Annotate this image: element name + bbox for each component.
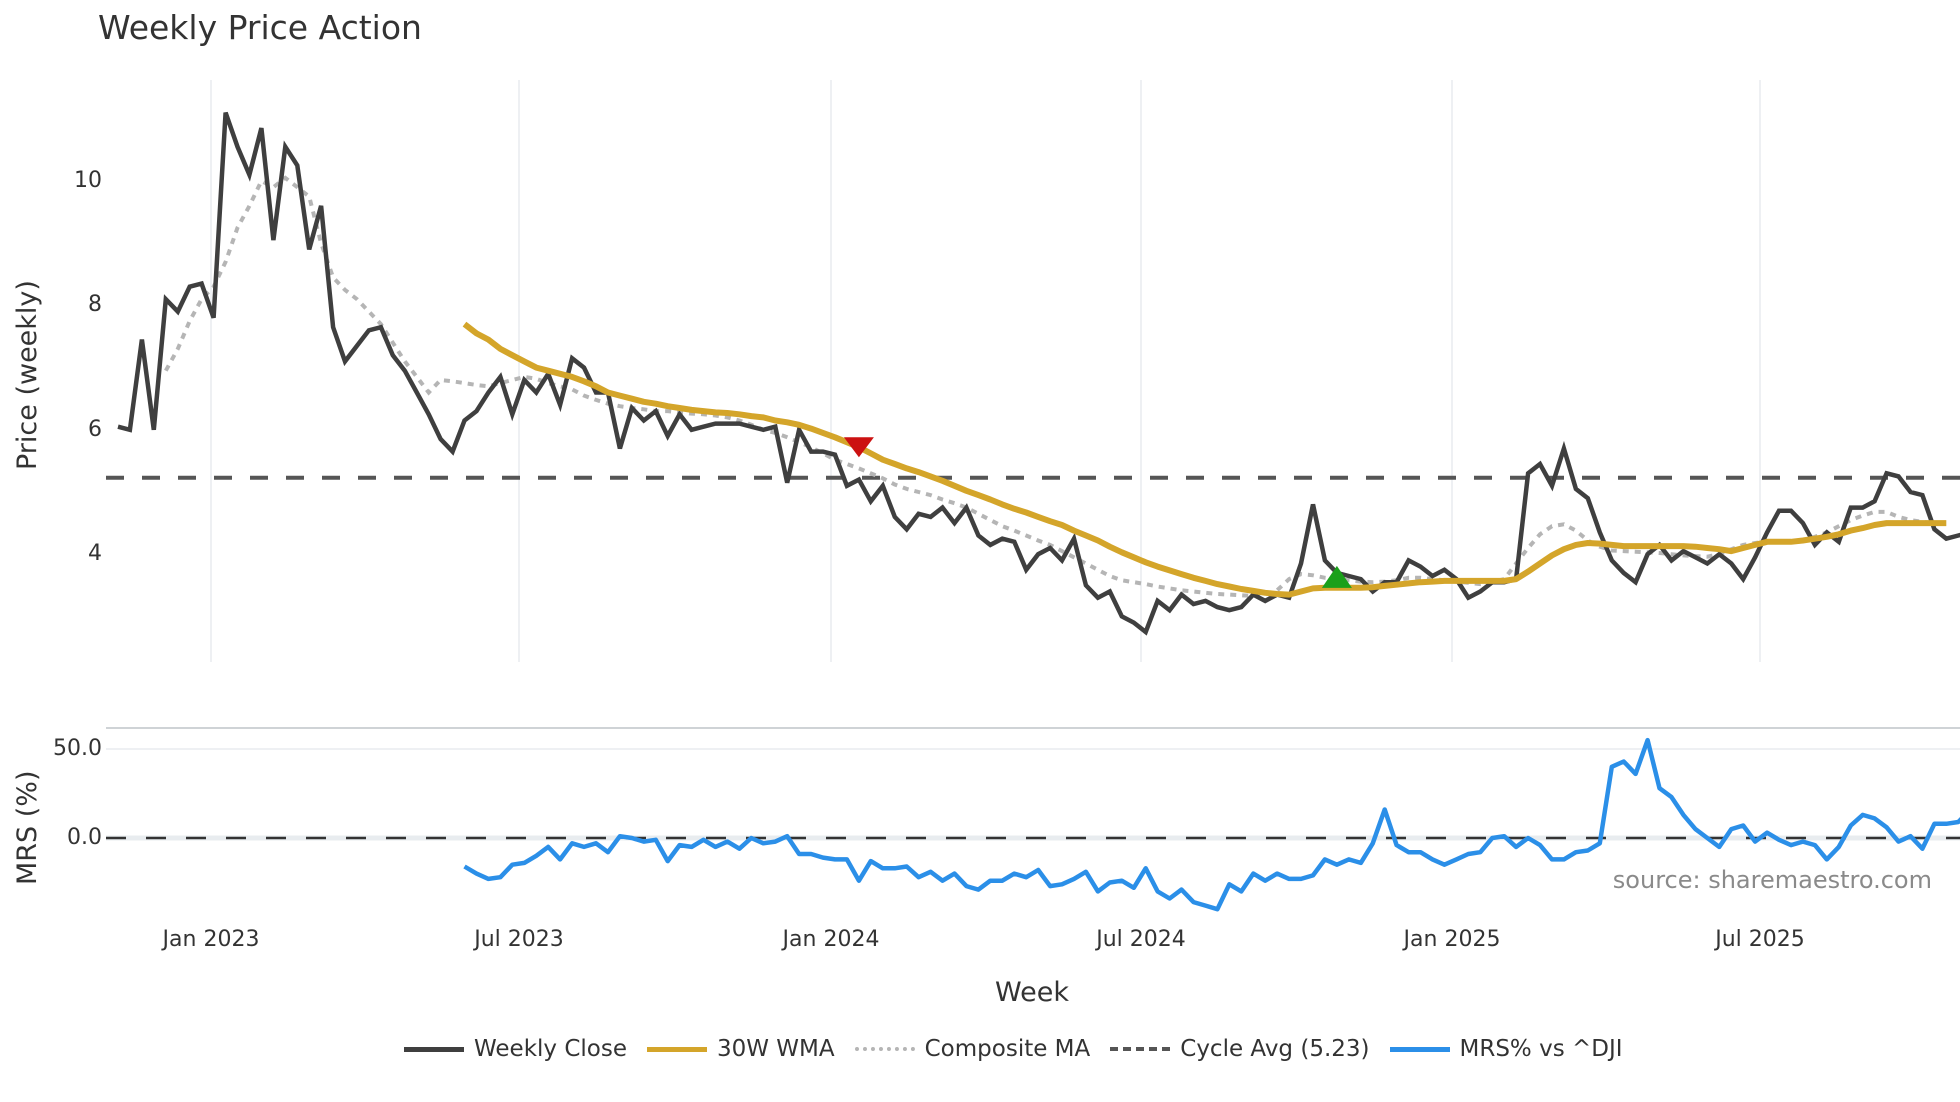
legend-label: 30W WMA bbox=[716, 1036, 835, 1062]
mrs-axis-title: MRS (%) bbox=[12, 770, 43, 886]
solid-line-swatch-icon bbox=[646, 1042, 707, 1056]
chart-title: Weekly Price Action bbox=[98, 8, 422, 47]
source-note: source: sharemaestro.com bbox=[1612, 866, 1932, 894]
x-tick-jul-2025: Jul 2025 bbox=[1715, 927, 1805, 952]
solid-line-swatch-icon bbox=[404, 1042, 464, 1056]
legend: Weekly Close 30W WMA Composite MA Cycle … bbox=[404, 1036, 1643, 1062]
wma-30w-line bbox=[462, 321, 1947, 598]
x-axis-title: Week bbox=[995, 977, 1069, 1008]
sell-signal-triangle-down-icon bbox=[843, 437, 874, 458]
mrs-tick-50: 50.0 bbox=[53, 736, 102, 761]
legend-label: MRS% vs ^DJI bbox=[1459, 1036, 1623, 1062]
legend-item-30w-wma[interactable]: 30W WMA bbox=[646, 1036, 835, 1062]
x-tick-jul-2023: Jul 2023 bbox=[474, 927, 564, 952]
dashed-line-swatch-icon bbox=[1110, 1042, 1171, 1056]
price-tick-10: 10 bbox=[74, 168, 102, 193]
x-tick-jan-2023: Jan 2023 bbox=[162, 927, 260, 952]
price-tick-6: 6 bbox=[88, 417, 102, 442]
legend-label: Weekly Close bbox=[474, 1036, 627, 1062]
dotted-line-swatch-icon bbox=[854, 1042, 915, 1056]
legend-label: Composite MA bbox=[924, 1036, 1091, 1062]
legend-item-composite-ma[interactable]: Composite MA bbox=[854, 1036, 1091, 1062]
price-axis-title: Price (weekly) bbox=[12, 280, 43, 470]
price-tick-4: 4 bbox=[88, 541, 102, 566]
solid-line-swatch-icon bbox=[1389, 1042, 1450, 1056]
price-tick-8: 8 bbox=[88, 292, 102, 317]
legend-label: Cycle Avg (5.23) bbox=[1180, 1036, 1370, 1062]
legend-item-weekly-close[interactable]: Weekly Close bbox=[404, 1036, 627, 1062]
legend-item-mrs[interactable]: MRS% vs ^DJI bbox=[1389, 1036, 1623, 1062]
x-tick-jan-2025: Jan 2025 bbox=[1403, 927, 1501, 952]
x-tick-jul-2024: Jul 2024 bbox=[1096, 927, 1186, 952]
composite-ma-line bbox=[164, 175, 1935, 598]
legend-item-cycle-avg[interactable]: Cycle Avg (5.23) bbox=[1110, 1036, 1370, 1062]
buy-signal-triangle-up-icon bbox=[1321, 565, 1352, 588]
x-tick-jan-2024: Jan 2024 bbox=[782, 927, 880, 952]
mrs-tick-0: 0.0 bbox=[67, 825, 102, 850]
mrs-line bbox=[463, 737, 1960, 912]
